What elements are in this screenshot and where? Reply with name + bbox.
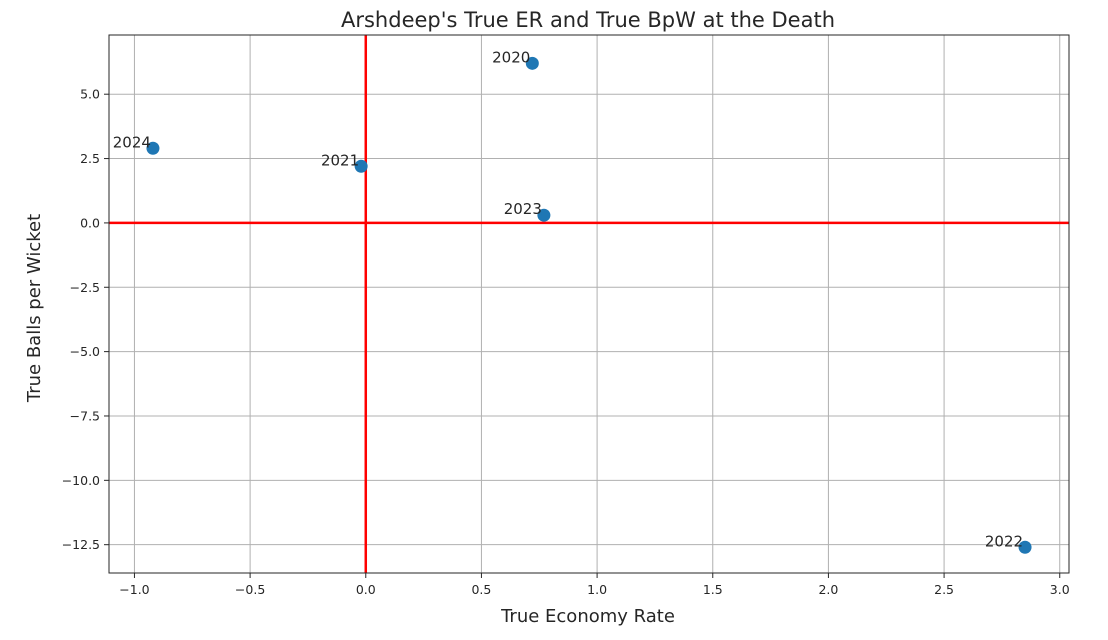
plot-frame bbox=[108, 34, 1070, 574]
data-point bbox=[1018, 540, 1032, 554]
data-point-label: 2024 bbox=[113, 133, 151, 151]
x-tick-label: −1.0 bbox=[119, 582, 149, 597]
axis-ticks: −1.0 −0.5 0.0 0.5 1.0 1.5 2.0 2.5 3.0 −12.5 −10.0 −… bbox=[62, 87, 1070, 597]
x-tick-label: 0.5 bbox=[471, 582, 491, 597]
grid-lines bbox=[109, 35, 1069, 573]
data-point-label: 2023 bbox=[504, 200, 542, 218]
y-tick-label: 0.0 bbox=[80, 215, 100, 230]
reference-lines bbox=[109, 35, 1069, 573]
y-tick-label: −10.0 bbox=[62, 473, 100, 488]
data-points: 2020 2021 2022 2023 2024 bbox=[113, 48, 1032, 554]
y-tick-label: 5.0 bbox=[80, 87, 100, 102]
x-tick-label: −0.5 bbox=[235, 582, 265, 597]
data-point-label: 2022 bbox=[985, 532, 1023, 550]
data-point bbox=[537, 208, 551, 222]
y-tick-label: 2.5 bbox=[80, 151, 100, 166]
x-tick-label: 1.5 bbox=[703, 582, 723, 597]
y-axis-label: True Balls per Wicket bbox=[24, 214, 45, 403]
chart-title: Arshdeep's True ER and True BpW at the D… bbox=[341, 8, 835, 32]
x-tick-label: 3.0 bbox=[1050, 582, 1070, 597]
x-axis-label: True Economy Rate bbox=[500, 606, 675, 627]
x-tick-label: 1.0 bbox=[587, 582, 607, 597]
data-point bbox=[354, 159, 368, 173]
x-tick-label: 2.5 bbox=[934, 582, 954, 597]
y-tick-label: −7.5 bbox=[70, 408, 100, 423]
data-point bbox=[146, 141, 160, 155]
x-tick-label: 2.0 bbox=[818, 582, 838, 597]
x-tick-label: 0.0 bbox=[356, 582, 376, 597]
y-tick-label: −5.0 bbox=[70, 344, 100, 359]
data-point bbox=[525, 56, 539, 70]
data-point-label: 2021 bbox=[321, 151, 359, 169]
data-point-label: 2020 bbox=[492, 48, 530, 66]
y-tick-label: −12.5 bbox=[62, 537, 100, 552]
y-tick-label: −2.5 bbox=[70, 280, 100, 295]
